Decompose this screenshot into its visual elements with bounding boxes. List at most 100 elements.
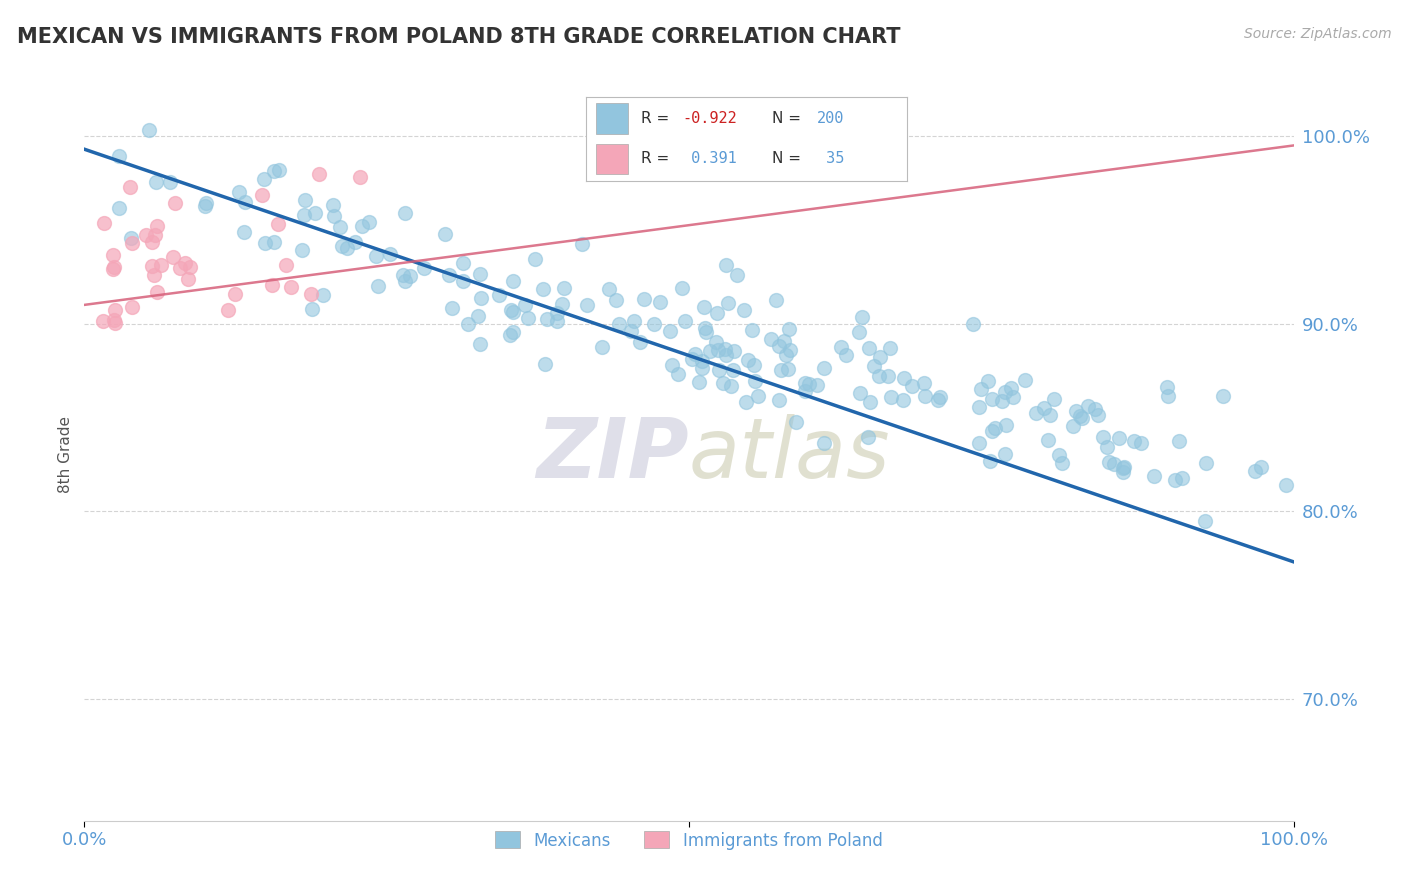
Point: [690, 361, 713, 376]
Point: [138, 123, 160, 137]
Point: [794, 376, 817, 391]
Point: [150, 258, 173, 272]
Point: [141, 235, 163, 249]
Point: [531, 282, 554, 296]
Point: [797, 377, 820, 392]
Point: [765, 293, 787, 308]
Point: [962, 317, 984, 331]
Point: [101, 248, 124, 262]
Point: [291, 243, 314, 257]
Point: [734, 395, 756, 409]
Point: [364, 249, 387, 263]
Point: [1049, 448, 1071, 462]
Text: Source: ZipAtlas.com: Source: ZipAtlas.com: [1244, 27, 1392, 41]
Point: [101, 261, 124, 276]
Point: [301, 302, 323, 317]
Point: [981, 392, 1004, 407]
Point: [145, 174, 167, 188]
Point: [984, 421, 1007, 435]
Point: [1212, 389, 1234, 403]
Point: [848, 325, 870, 339]
Point: [550, 296, 572, 310]
Point: [994, 447, 1017, 461]
Point: [690, 353, 713, 368]
Point: [451, 274, 474, 288]
Point: [104, 303, 127, 318]
Point: [228, 185, 250, 199]
Point: [721, 362, 744, 376]
Point: [773, 334, 796, 349]
Point: [927, 392, 949, 407]
Point: [605, 293, 627, 307]
Point: [991, 394, 1014, 409]
Point: [367, 279, 389, 293]
Point: [174, 256, 197, 270]
Point: [93, 216, 115, 230]
Point: [813, 361, 835, 376]
Point: [159, 175, 181, 189]
Point: [912, 376, 935, 390]
Point: [813, 436, 835, 450]
Point: [598, 282, 620, 296]
Point: [502, 305, 524, 319]
Point: [1077, 399, 1099, 413]
Point: [623, 313, 645, 327]
Point: [292, 208, 315, 222]
Text: atlas: atlas: [689, 415, 890, 495]
Point: [524, 252, 547, 266]
Point: [488, 287, 510, 301]
Point: [633, 292, 655, 306]
Point: [121, 300, 143, 314]
Point: [1033, 401, 1056, 415]
Point: [744, 358, 766, 372]
Point: [103, 260, 125, 275]
Point: [336, 241, 359, 255]
Point: [717, 296, 740, 310]
Point: [849, 385, 872, 400]
Point: [260, 278, 283, 293]
Point: [329, 220, 352, 235]
Point: [575, 298, 598, 312]
Point: [671, 281, 693, 295]
Point: [806, 378, 828, 392]
Point: [979, 454, 1001, 468]
Text: MEXICAN VS IMMIGRANTS FROM POLAND 8TH GRADE CORRELATION CHART: MEXICAN VS IMMIGRANTS FROM POLAND 8TH GR…: [17, 27, 900, 46]
Point: [725, 268, 748, 283]
Point: [628, 334, 651, 349]
Point: [835, 348, 858, 362]
Point: [891, 393, 914, 408]
Point: [693, 321, 716, 335]
Point: [392, 268, 415, 282]
Text: ZIP: ZIP: [536, 415, 689, 495]
Point: [233, 194, 256, 209]
Point: [695, 325, 717, 339]
Point: [711, 376, 734, 391]
Point: [502, 274, 524, 288]
Legend: Mexicans, Immigrants from Poland: Mexicans, Immigrants from Poland: [489, 825, 889, 856]
Point: [778, 361, 800, 376]
Point: [969, 382, 991, 396]
Point: [666, 367, 689, 381]
Point: [879, 341, 901, 355]
Point: [250, 187, 273, 202]
Point: [747, 389, 769, 403]
Point: [706, 305, 728, 319]
Point: [1002, 390, 1025, 404]
Point: [733, 303, 755, 318]
Point: [104, 316, 127, 330]
Point: [994, 418, 1017, 433]
Point: [1039, 408, 1062, 422]
Point: [145, 219, 167, 234]
Point: [546, 314, 568, 328]
Point: [344, 235, 367, 250]
Point: [1114, 459, 1136, 474]
Point: [280, 280, 302, 294]
Point: [177, 272, 200, 286]
Point: [1108, 431, 1130, 445]
Point: [1122, 434, 1144, 448]
Point: [394, 206, 416, 220]
Point: [91, 314, 114, 328]
Point: [1087, 409, 1109, 423]
Point: [394, 274, 416, 288]
Point: [1244, 464, 1267, 478]
